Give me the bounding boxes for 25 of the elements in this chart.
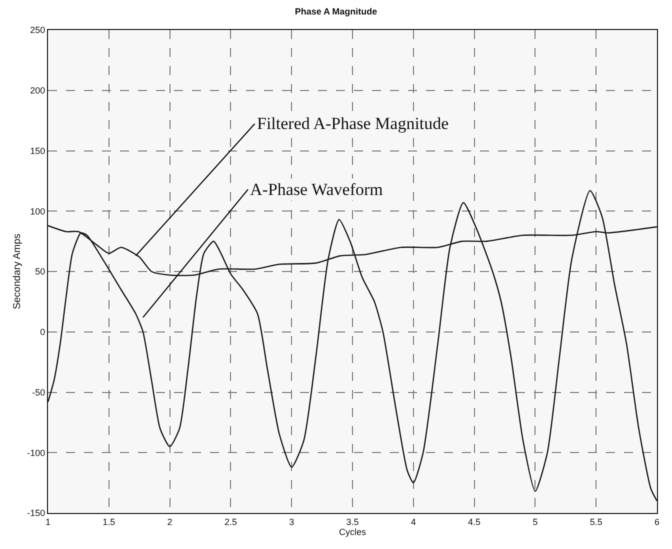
- annotation: Filtered A-Phase Magnitude: [257, 114, 449, 133]
- x-tick-label: 3.5: [346, 516, 359, 527]
- x-tick-label: 1: [45, 516, 51, 527]
- x-tick-label: 4.5: [468, 516, 481, 527]
- y-axis-title: Secondary Amps: [12, 234, 24, 310]
- y-tick-label: 100: [30, 206, 46, 216]
- y-tick-label: -100: [27, 448, 46, 458]
- y-tick-label: 150: [30, 146, 46, 156]
- x-tick-label: 4: [410, 516, 416, 527]
- y-tick-label: 50: [35, 266, 46, 277]
- x-tick-label: 1.5: [102, 516, 116, 527]
- y-tick-label: -50: [32, 387, 46, 398]
- x-tick-label: 3: [289, 516, 294, 527]
- y-tick-label: -150: [27, 508, 46, 518]
- x-tick-label: 2: [167, 516, 172, 527]
- chart-title: Phase A Magnitude: [294, 6, 378, 17]
- x-axis-title: Cycles: [338, 526, 366, 537]
- x-tick-label: 6: [654, 516, 660, 527]
- y-tick-label: 250: [30, 25, 46, 36]
- y-tick-label: 200: [30, 86, 46, 96]
- x-tick-label: 5: [532, 516, 538, 527]
- y-tick-label: 0: [40, 327, 46, 338]
- x-tick-label: 5.5: [590, 516, 602, 527]
- annotation: A-Phase Waveform: [250, 180, 383, 199]
- x-tick-label: 2.5: [224, 516, 237, 527]
